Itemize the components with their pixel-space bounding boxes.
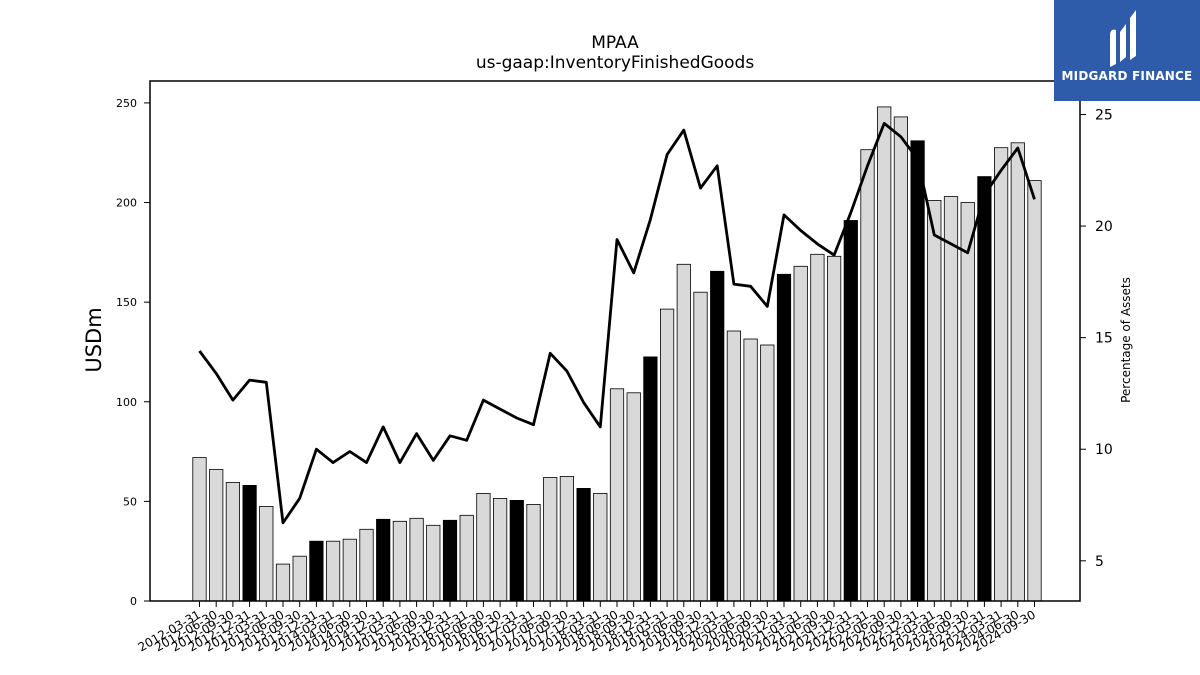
bar-2016-09-30 <box>492 497 508 602</box>
bar-2014-03-31 <box>325 540 341 602</box>
bar-2017-06-30 <box>543 477 558 602</box>
bar-2013-09-30 <box>292 555 307 602</box>
bar-2012-09-30 <box>225 482 240 602</box>
bar-2019-06-30 <box>676 263 691 602</box>
bar-2017-12-31 <box>576 487 591 602</box>
bar-2019-03-31 <box>660 308 675 602</box>
bar-2015-06-30 <box>409 517 424 602</box>
y2-tick-label: 15 <box>1095 331 1113 347</box>
bar-2016-06-30 <box>476 492 491 602</box>
bar-2023-09-30 <box>960 202 975 602</box>
y2-tick-label: 20 <box>1095 219 1113 235</box>
chart-subtitle: us-gaap:InventoryFinishedGoods <box>475 53 755 73</box>
bar-2012-12-31 <box>242 484 257 602</box>
bar-2023-12-31 <box>977 176 992 602</box>
bar-2021-03-31 <box>793 265 808 602</box>
bar-2015-03-31 <box>392 520 408 602</box>
bar-2016-03-31 <box>459 514 474 602</box>
bar-2024-06-30 <box>1010 142 1025 602</box>
bar-2015-12-31 <box>442 519 458 602</box>
y-tick-label: 250 <box>116 97 137 110</box>
bar-2023-03-31 <box>927 200 942 602</box>
y2-tick-label: 10 <box>1095 442 1113 458</box>
bar-2020-03-31 <box>726 330 742 602</box>
logo-text: MIDGARD FINANCE <box>1061 69 1193 83</box>
bar-2018-12-31 <box>643 356 658 602</box>
bar-2020-09-30 <box>760 344 775 602</box>
bar-2012-03-31 <box>192 457 207 602</box>
y2-tick-label: 25 <box>1095 107 1113 123</box>
bar-2012-06-30 <box>209 469 224 602</box>
bar-2013-12-31 <box>309 540 324 602</box>
bar-2022-09-30 <box>893 116 909 602</box>
bar-2017-09-30 <box>559 476 575 602</box>
bar-2024-03-31 <box>994 147 1009 602</box>
y-tick-label: 100 <box>116 396 137 409</box>
bar-2016-12-31 <box>509 499 524 602</box>
y2-tick-label: 5 <box>1095 554 1104 570</box>
bar-2018-06-30 <box>609 388 625 602</box>
bar-2022-12-31 <box>910 140 925 602</box>
bar-2023-06-30 <box>943 196 959 602</box>
bar-2022-06-30 <box>877 106 892 602</box>
chart-title: MPAA <box>591 33 639 53</box>
bar-2015-09-30 <box>426 524 441 602</box>
bar-2019-12-31 <box>710 270 725 602</box>
bar-2019-09-30 <box>693 291 708 602</box>
brand-logo: MIDGARD FINANCE <box>1054 0 1200 101</box>
bar-2018-03-31 <box>593 492 608 602</box>
bar-2022-03-31 <box>860 149 875 602</box>
bar-2021-12-31 <box>843 220 858 602</box>
plot-frame <box>149 80 1081 602</box>
percentage-line <box>198 122 1036 525</box>
y-axis-label: USDm <box>82 307 106 373</box>
logo-mark-icon <box>1110 10 1136 68</box>
bar-2021-09-30 <box>827 255 842 602</box>
bar-2014-06-30 <box>342 538 357 602</box>
y-tick-label: 0 <box>130 595 137 608</box>
y2-axis-label: Percentage of Assets <box>1119 277 1133 403</box>
y-tick-label: 150 <box>116 296 137 309</box>
bar-2024-09-30 <box>1027 180 1042 602</box>
bar-2013-06-30 <box>275 563 291 602</box>
bar-2020-12-31 <box>776 273 792 602</box>
bar-2014-09-30 <box>359 528 374 602</box>
bar-2021-06-30 <box>810 253 825 602</box>
bar-2020-06-30 <box>743 338 758 602</box>
y-tick-label: 200 <box>116 197 137 210</box>
bar-2014-12-31 <box>376 518 391 602</box>
y-tick-label: 50 <box>123 495 137 508</box>
bar-2018-09-30 <box>626 392 641 602</box>
bar-2017-03-31 <box>526 503 541 602</box>
bar-2013-03-31 <box>259 505 274 602</box>
